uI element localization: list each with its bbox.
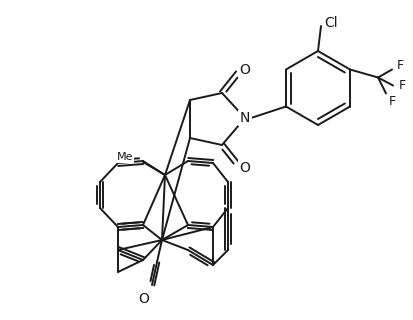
- Text: O: O: [239, 161, 250, 175]
- Text: F: F: [396, 59, 403, 72]
- Text: Me: Me: [116, 152, 133, 162]
- Text: N: N: [239, 111, 249, 125]
- Text: O: O: [138, 292, 149, 306]
- Text: F: F: [398, 79, 405, 92]
- Text: F: F: [387, 95, 395, 108]
- Text: Cl: Cl: [323, 16, 337, 30]
- Text: O: O: [239, 63, 250, 77]
